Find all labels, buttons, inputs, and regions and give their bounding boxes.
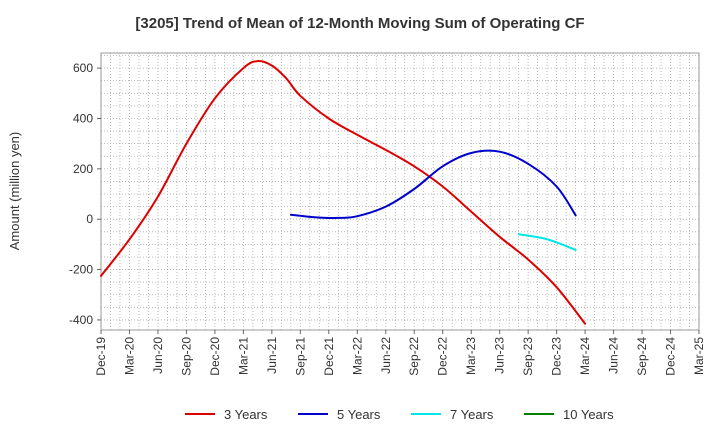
legend-label-3-years: 3 Years	[224, 407, 268, 422]
chart-title: [3205] Trend of Mean of 12-Month Moving …	[135, 15, 584, 32]
x-tick-label: Dec-19	[94, 337, 108, 376]
x-tick-label: Mar-20	[122, 337, 136, 375]
x-tick-label: Jun-22	[379, 337, 393, 374]
x-tick-label: Dec-20	[208, 337, 222, 376]
x-tick-label: Dec-21	[322, 337, 336, 376]
x-tick-label: Sep-23	[521, 337, 535, 376]
x-tick-label: Dec-22	[436, 337, 450, 376]
series-lines	[100, 60, 587, 325]
y-axis-label: Amount (million yen)	[7, 132, 22, 251]
x-tick-label: Mar-21	[236, 337, 250, 375]
legend-label-7-years: 7 Years	[450, 407, 494, 422]
x-tick-label: Mar-25	[692, 337, 706, 375]
x-tick-label: Dec-24	[664, 337, 678, 376]
y-tick-label: 400	[73, 111, 93, 125]
plot-frame	[100, 52, 700, 331]
x-tick-label: Sep-20	[179, 337, 193, 376]
grid	[100, 53, 699, 330]
legend: 3 Years 5 Years 7 Years 10 Years	[185, 407, 614, 422]
y-tick-label: -400	[69, 313, 93, 327]
y-tick-label: -200	[69, 263, 93, 277]
series-line-5-years	[289, 149, 577, 219]
x-tick-label: Sep-24	[635, 337, 649, 376]
x-tick-label: Jun-20	[151, 337, 165, 374]
y-axis: -400 -200 0 200 400 600	[69, 61, 101, 327]
legend-label-10-years: 10 Years	[563, 407, 614, 422]
x-tick-label: Mar-22	[350, 337, 364, 375]
x-tick-label: Sep-22	[407, 337, 421, 376]
x-tick-label: Mar-23	[464, 337, 478, 375]
series-line-7-years	[517, 233, 577, 251]
x-tick-label: Dec-23	[550, 337, 564, 376]
x-tick-label: Jun-23	[493, 337, 507, 374]
x-tick-label: Mar-24	[578, 337, 592, 375]
x-tick-label: Sep-21	[293, 337, 307, 376]
y-tick-label: 200	[73, 162, 93, 176]
x-tick-label: Jun-21	[265, 337, 279, 374]
y-tick-label: 600	[73, 61, 93, 75]
series-line-3-years	[100, 60, 587, 325]
x-tick-label: Jun-24	[607, 337, 621, 374]
x-axis: Dec-19 Mar-20 Jun-20 Sep-20 Dec-20 Mar-21 Jun-…	[94, 330, 706, 376]
y-tick-label: 0	[86, 212, 93, 226]
legend-label-5-years: 5 Years	[337, 407, 381, 422]
